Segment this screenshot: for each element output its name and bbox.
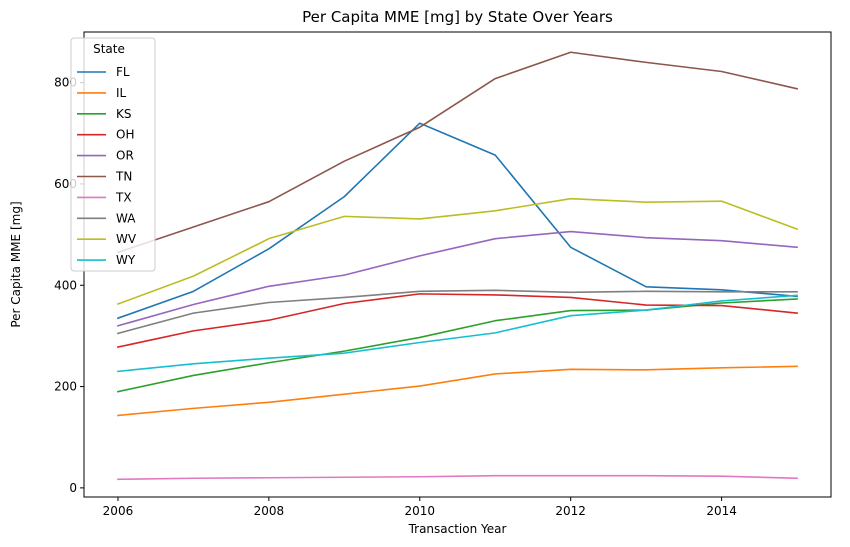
y-tick-label: 200	[54, 380, 77, 394]
chart-title: Per Capita MME [mg] by State Over Years	[302, 8, 613, 26]
x-tick-label: 2014	[706, 504, 737, 518]
series-line-fl	[116, 122, 798, 320]
series-line-tx	[117, 474, 798, 481]
legend-title: State	[93, 42, 125, 56]
legend-label-wy: WY	[116, 253, 136, 267]
legend-label-tx: TX	[115, 190, 132, 204]
legend-label-tn: TN	[115, 170, 132, 184]
series-line-wa	[116, 289, 798, 335]
y-tick-label: 400	[54, 278, 77, 292]
legend-label-fl: FL	[116, 65, 130, 79]
x-tick-label: 2008	[254, 504, 285, 518]
legend-box	[70, 37, 156, 272]
x-axis-label: Transaction Year	[408, 522, 507, 536]
y-tick-label: 0	[69, 481, 77, 495]
x-tick-label: 2006	[103, 504, 134, 518]
legend-label-or: OR	[116, 149, 134, 163]
x-tick-label: 2012	[555, 504, 586, 518]
x-axis-ticks: 2006 2008 2010 2012 2014	[103, 497, 737, 518]
series-line-or	[116, 230, 798, 327]
legend: State FL IL KS OH OR TN TX WA WV WY	[70, 37, 156, 272]
legend-label-wa: WA	[116, 211, 136, 225]
legend-label-ks: KS	[116, 107, 132, 121]
series-line-tn	[116, 51, 799, 254]
series-line-il	[117, 365, 798, 417]
plot-frame	[83, 31, 832, 498]
series-line-wv	[116, 197, 799, 306]
legend-label-wv: WV	[116, 232, 137, 246]
legend-label-il: IL	[116, 86, 127, 100]
x-tick-label: 2010	[404, 504, 435, 518]
plot-lines	[116, 51, 799, 481]
series-line-oh	[116, 293, 798, 349]
y-axis-label: Per Capita MME [mg]	[9, 201, 23, 327]
series-line-ks	[116, 298, 798, 393]
legend-entries: FL IL KS OH OR TN TX WA WV WY	[77, 65, 137, 267]
series-line-wy	[117, 294, 798, 373]
legend-label-oh: OH	[116, 128, 134, 142]
